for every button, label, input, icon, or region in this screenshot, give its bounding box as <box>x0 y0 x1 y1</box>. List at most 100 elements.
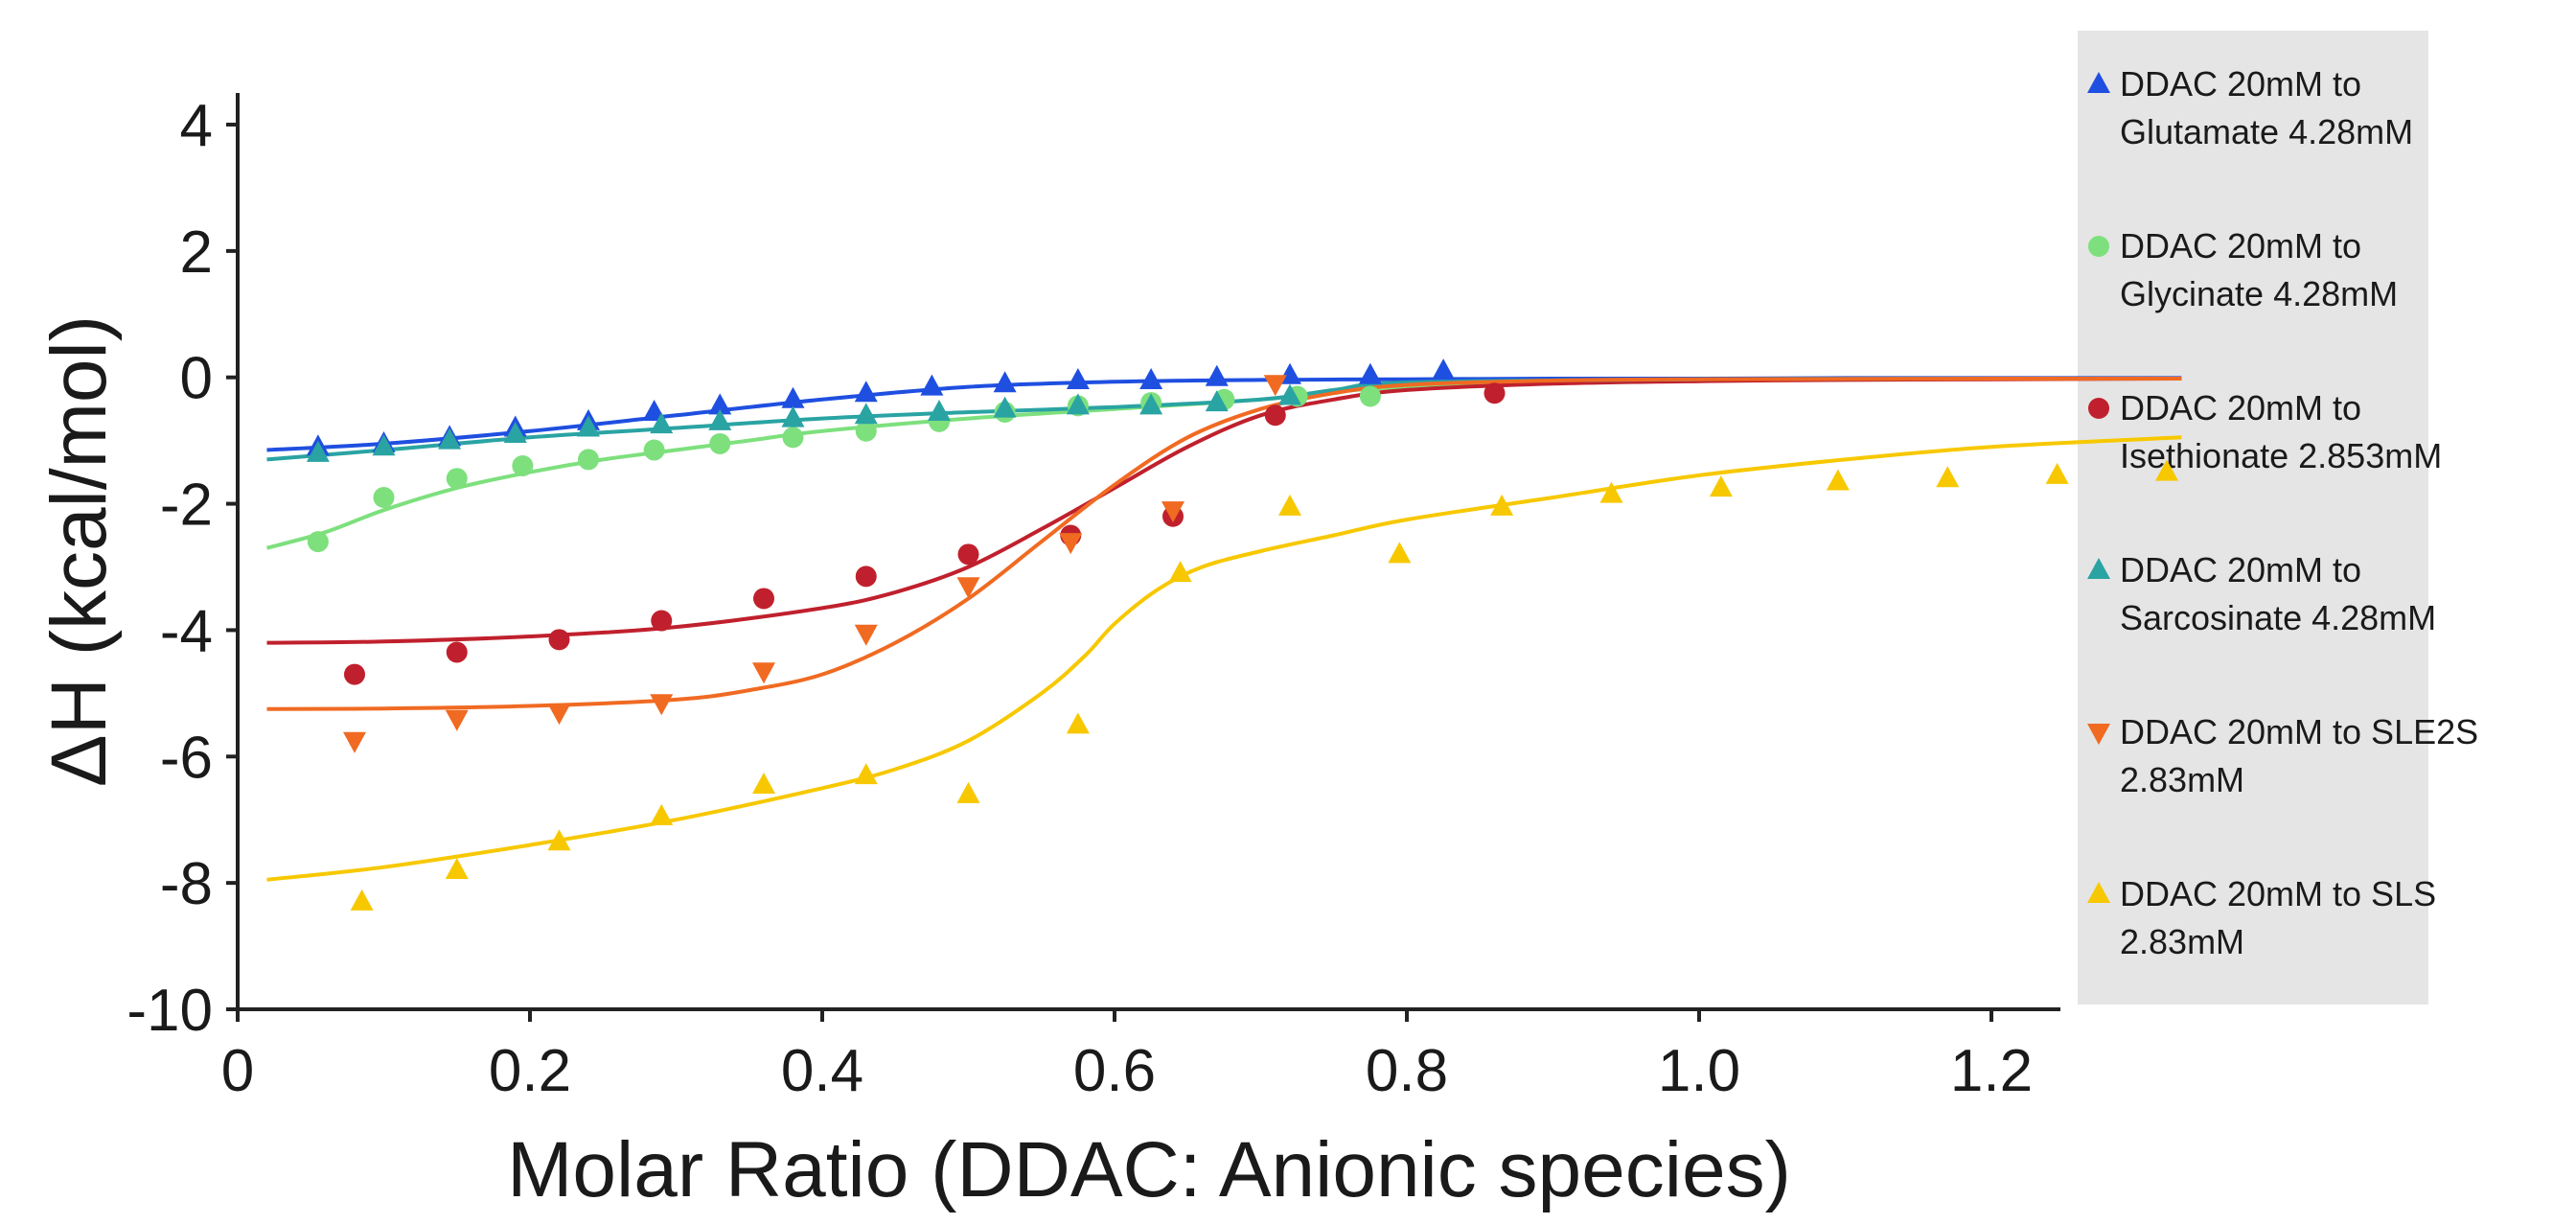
data-point-glycinate <box>373 486 395 508</box>
data-point-isethionate <box>957 543 979 566</box>
data-point-glycinate <box>307 531 329 553</box>
legend-label-glutamate-line2: Glutamate 4.28mM <box>2120 112 2413 151</box>
data-point-sarcosinate <box>781 405 805 427</box>
legend-label-sle2s: DDAC 20mM to SLE2S <box>2120 712 2478 751</box>
data-point-isethionate <box>1484 382 1506 404</box>
data-point-sarcosinate <box>1066 393 1090 415</box>
data-point-sarcosinate <box>577 415 600 437</box>
data-point-glutamate <box>920 374 944 396</box>
data-point-glycinate <box>709 432 731 454</box>
data-point-glycinate <box>782 427 804 449</box>
data-point-sarcosinate <box>854 403 878 425</box>
data-point-glutamate <box>854 381 878 403</box>
y-tick-label: 4 <box>180 93 213 159</box>
data-point-isethionate <box>446 641 468 663</box>
fit-curve-sls <box>266 435 2182 882</box>
legend-label-glycinate: DDAC 20mM to <box>2120 226 2361 266</box>
data-point-glycinate <box>512 455 534 477</box>
legend-label-sarcosinate: DDAC 20mM to <box>2120 550 2361 589</box>
data-point-glutamate <box>1066 368 1090 390</box>
data-point-sls <box>1066 712 1090 734</box>
legend-label-glutamate: DDAC 20mM to <box>2120 64 2361 104</box>
y-axis-title: ΔH (kcal/mol) <box>35 315 123 787</box>
data-point-sarcosinate <box>1278 383 1301 405</box>
data-point-sarcosinate <box>1139 393 1163 415</box>
legend-marker-sle2s <box>2087 724 2110 745</box>
data-point-glutamate <box>781 386 805 408</box>
legend-marker-isethionate <box>2088 398 2109 419</box>
x-tick-label: 0.6 <box>1073 1038 1156 1104</box>
legend-marker-sarcosinate <box>2087 558 2110 579</box>
legend-label-isethionate: DDAC 20mM to <box>2120 388 2361 427</box>
data-point-sle2s <box>445 709 469 731</box>
data-point-sarcosinate <box>708 408 732 430</box>
data-point-isethionate <box>548 629 570 651</box>
data-point-sle2s <box>650 694 674 716</box>
legend-marker-sls <box>2087 882 2110 903</box>
data-point-glutamate <box>1139 368 1163 390</box>
y-tick-label: 0 <box>180 346 213 412</box>
data-point-glutamate <box>993 371 1017 393</box>
data-point-isethionate <box>1264 404 1286 427</box>
data-point-sls <box>1278 494 1301 516</box>
data-point-sls <box>1490 494 1514 516</box>
data-point-sls <box>1709 475 1733 497</box>
y-tick-label: -10 <box>126 978 213 1044</box>
legend-label-sle2s-line2: 2.83mM <box>2120 760 2244 799</box>
legend: DDAC 20mM to Glutamate 4.28mM DDAC 20mM to… <box>2078 31 2478 1005</box>
data-point-sarcosinate <box>650 412 674 434</box>
fit-curve-isethionate <box>266 377 2182 645</box>
x-tick-label: 0.4 <box>781 1038 863 1104</box>
data-point-sls <box>1936 466 1960 488</box>
data-point-glycinate <box>1359 385 1381 407</box>
x-axis-title: Molar Ratio (DDAC: Anionic species) <box>507 1126 1791 1213</box>
y-tick-label: -6 <box>160 725 213 791</box>
legend-label-glycinate-line2: Glycinate 4.28mM <box>2120 274 2398 313</box>
data-point-sle2s <box>1263 375 1287 397</box>
data-point-sarcosinate <box>503 422 527 444</box>
data-point-sarcosinate <box>306 440 330 462</box>
data-point-glutamate <box>708 393 732 415</box>
data-point-sls <box>854 763 878 785</box>
y-tick-label: 2 <box>180 219 213 286</box>
y-tick-label: -2 <box>160 473 213 539</box>
data-point-sarcosinate <box>438 427 462 450</box>
axes <box>236 93 2060 1011</box>
legend-marker-glycinate <box>2088 236 2109 257</box>
data-point-sls <box>1388 542 1412 564</box>
fit-curve-glutamate <box>266 376 2182 452</box>
data-point-sls <box>547 829 571 851</box>
data-point-glutamate <box>1205 364 1229 386</box>
data-point-glycinate <box>446 468 468 490</box>
data-point-sls <box>1826 469 1850 491</box>
y-tick-label: -4 <box>160 598 213 664</box>
data-point-sle2s <box>752 662 775 684</box>
data-point-sle2s <box>854 624 878 646</box>
data-point-sle2s <box>1162 501 1184 523</box>
x-tick-label: 1.2 <box>1950 1038 2033 1104</box>
x-tick-label: 0.2 <box>489 1038 571 1104</box>
data-point-sle2s <box>956 577 980 599</box>
x-tick-label: 0 <box>221 1038 254 1104</box>
y-tick-label: -8 <box>160 851 213 917</box>
data-point-sls <box>1599 481 1623 503</box>
data-point-sarcosinate <box>993 396 1017 418</box>
legend-label-sls-line2: 2.83mM <box>2120 922 2244 961</box>
data-point-isethionate <box>344 663 365 685</box>
x-tick-label: 1.0 <box>1658 1038 1740 1104</box>
data-point-sle2s <box>343 731 366 753</box>
data-point-sls <box>956 781 980 803</box>
fit-curves <box>265 376 2182 882</box>
data-point-sle2s <box>547 704 571 726</box>
legend-marker-glutamate <box>2087 72 2110 93</box>
legend-label-sls: DDAC 20mM to SLS <box>2120 874 2436 913</box>
data-point-glycinate <box>643 439 665 461</box>
ticks: 420-2-4-6-8-100 0.2 0.4 0.6 0.8 1.0 1.2 <box>126 93 2033 1104</box>
data-point-glutamate <box>1358 362 1382 384</box>
data-point-sarcosinate <box>928 399 951 421</box>
data-point-isethionate <box>753 588 774 610</box>
legend-box <box>2078 31 2428 1005</box>
data-point-sls <box>650 803 674 825</box>
